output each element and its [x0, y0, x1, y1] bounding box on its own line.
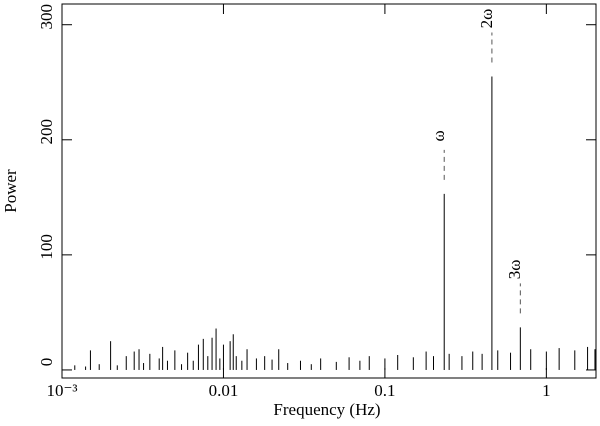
- plot-frame: [61, 3, 597, 379]
- y-tick-label: 100: [37, 234, 56, 259]
- peak-label: 3ω: [505, 260, 524, 280]
- x-tick-label: 0.1: [374, 381, 395, 400]
- x-axis-label: Frequency (Hz): [273, 400, 380, 419]
- y-tick-label: 200: [37, 119, 56, 145]
- x-tick-label: 1: [542, 381, 551, 400]
- peak-label: 2ω: [477, 9, 496, 29]
- y-axis-label: Power: [1, 169, 20, 213]
- x-tick-label: 10⁻³: [46, 381, 77, 400]
- peak-label: ω: [429, 130, 448, 141]
- y-tick-label: 300: [37, 4, 56, 30]
- y-tick-label: 0: [37, 358, 56, 367]
- x-tick-label: 0.01: [209, 381, 239, 400]
